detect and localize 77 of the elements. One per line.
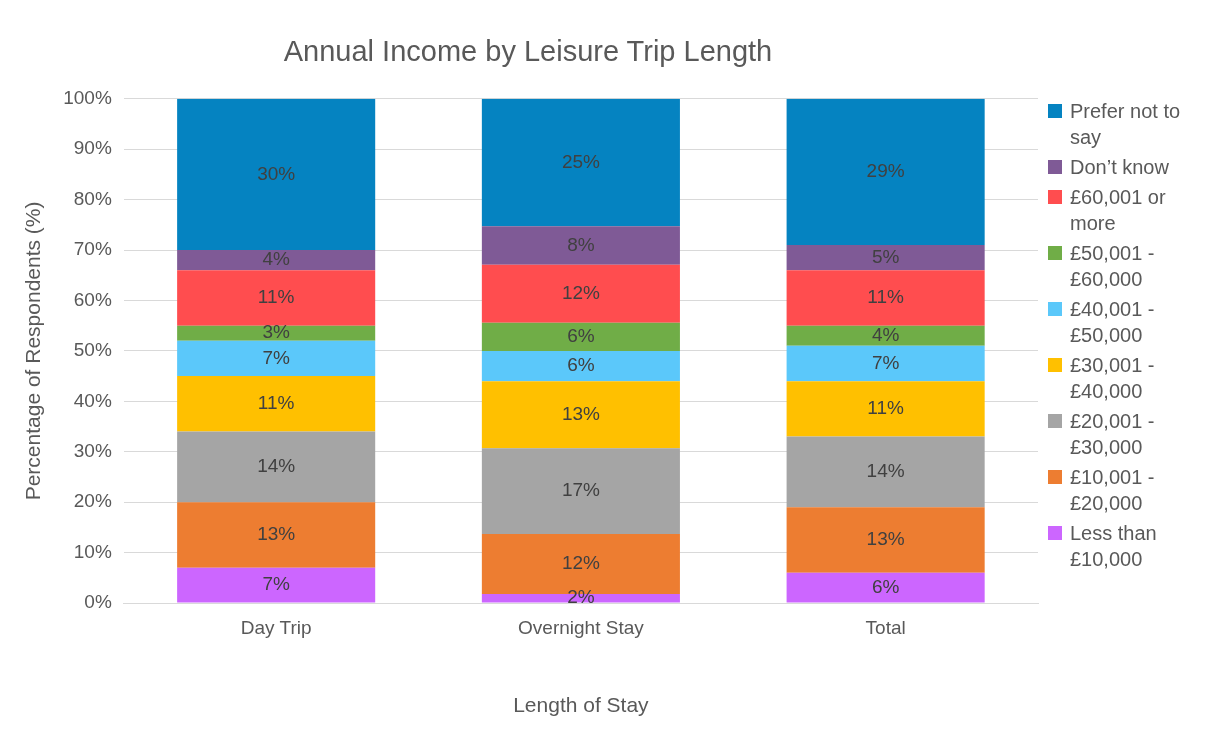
- data-label: 6%: [871, 575, 900, 597]
- bar: [177, 250, 376, 271]
- bar: [177, 340, 376, 377]
- data-label: 11%: [867, 286, 905, 308]
- y-axis-title: Percentage of Respondents (%): [21, 201, 45, 501]
- x-tick-label: Day Trip: [240, 616, 312, 638]
- data-label: 7%: [262, 573, 290, 595]
- y-tick-label: 60%: [73, 288, 112, 310]
- data-label: 14%: [866, 460, 905, 482]
- bar: [786, 381, 985, 437]
- legend-label: £50,001 - £60,000: [1070, 241, 1156, 292]
- data-label: 12%: [561, 281, 601, 303]
- x-tick-label: Overnight Stay: [518, 616, 645, 638]
- legend-label: Don’t know: [1070, 155, 1169, 180]
- bar: [481, 322, 680, 351]
- data-label: 5%: [871, 245, 900, 267]
- y-tick-label: 70%: [73, 238, 112, 260]
- legend-label: £10,001 - £20,000: [1070, 465, 1156, 516]
- bar: [177, 567, 376, 603]
- bar: [786, 507, 985, 573]
- data-label: 17%: [561, 479, 601, 501]
- legend-label: £30,001 - £40,000: [1070, 353, 1156, 404]
- bar: [481, 264, 680, 323]
- data-label: 11%: [867, 397, 905, 419]
- data-label: 30%: [257, 162, 296, 184]
- data-label: 29%: [866, 160, 905, 182]
- bar: [177, 376, 376, 432]
- bar: [786, 436, 985, 508]
- y-tick-label: 30%: [73, 439, 112, 461]
- bar: [177, 270, 376, 326]
- bar: [786, 572, 985, 603]
- bar: [481, 226, 680, 265]
- data-label: 13%: [561, 402, 601, 424]
- bar: [481, 381, 680, 449]
- data-label: 12%: [561, 552, 601, 574]
- legend-label: £20,001 - £30,000: [1070, 409, 1156, 460]
- x-tick-label: Total: [865, 616, 906, 638]
- data-label: 6%: [567, 354, 595, 376]
- data-label: 8%: [567, 233, 595, 255]
- bar: [177, 502, 376, 568]
- x-axis-title: Length of Stay: [513, 693, 650, 717]
- bar: [786, 270, 985, 326]
- y-tick-label: 10%: [73, 540, 112, 562]
- data-label: 4%: [871, 324, 900, 346]
- data-label: 14%: [257, 455, 296, 477]
- y-tick-label: 90%: [73, 137, 112, 159]
- data-label: 3%: [262, 321, 290, 343]
- bar: [481, 448, 680, 534]
- y-tick-label: 80%: [73, 187, 112, 209]
- bar: [786, 98, 985, 246]
- data-label: 13%: [257, 523, 296, 545]
- y-tick-label: 0%: [84, 591, 112, 613]
- data-label: 7%: [871, 351, 900, 373]
- data-label: 13%: [866, 528, 905, 550]
- legend-label: £40,001 - £50,000: [1070, 297, 1156, 348]
- chart-title: Annual Income by Leisure Trip Length: [283, 35, 773, 68]
- bar: [786, 325, 985, 346]
- legend-label: Less than £10,000: [1070, 521, 1158, 572]
- bar: [786, 345, 985, 382]
- data-label: 4%: [262, 248, 290, 270]
- data-label: 11%: [257, 392, 295, 414]
- bar: [786, 245, 985, 271]
- y-tick-label: 100%: [63, 87, 112, 109]
- data-label: 7%: [262, 346, 290, 368]
- y-tick-label: 50%: [73, 339, 112, 361]
- legend-label: Prefer not to say: [1070, 99, 1182, 150]
- legend-label: £60,001 or more: [1070, 185, 1167, 236]
- bar: [177, 431, 376, 503]
- y-tick-label: 40%: [73, 389, 112, 411]
- data-label: 11%: [257, 286, 295, 308]
- data-label: 25%: [561, 150, 601, 172]
- data-label: 6%: [567, 325, 595, 347]
- bar: [177, 98, 376, 251]
- y-tick-label: 20%: [73, 490, 112, 512]
- bar: [481, 98, 680, 227]
- bar: [481, 350, 680, 382]
- bar: [177, 325, 376, 341]
